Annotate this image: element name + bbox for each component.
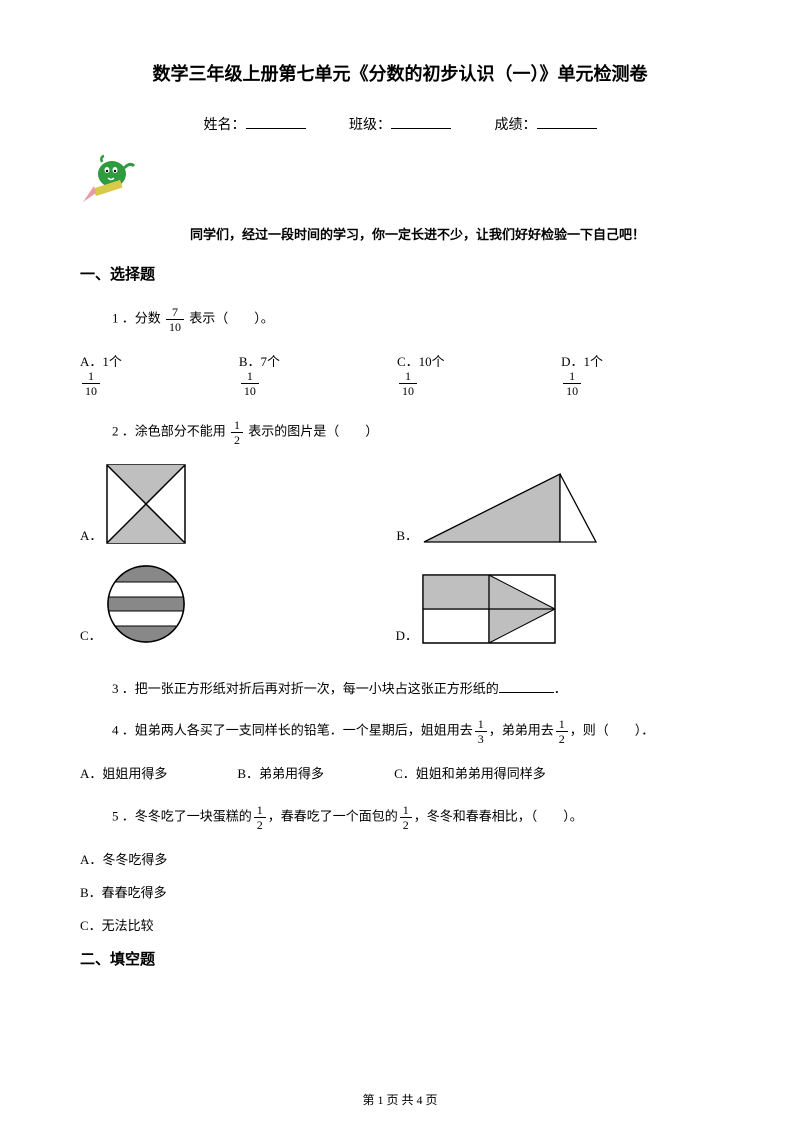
q1-option-b[interactable]: B．7个110 xyxy=(239,351,297,397)
name-label: 姓名： xyxy=(204,118,246,133)
question-1: 1 ．分数 710 表示（ ）。 xyxy=(80,306,720,333)
q2-image-options: A． B． C． xyxy=(80,464,720,664)
q2-option-d[interactable]: D． xyxy=(396,564,556,644)
shape-rect-quad-icon xyxy=(422,574,556,644)
question-3: 3 ．把一张正方形纸对折后再对折一次，每一小块占这张正方形纸的． xyxy=(80,678,720,700)
intro-text: 同学们，经过一段时间的学习，你一定长进不少，让我们好好检验一下自己吧！ xyxy=(190,224,720,243)
info-row: 姓名： 班级： 成绩： xyxy=(80,114,720,134)
q4-option-b[interactable]: B．弟弟用得多 xyxy=(237,763,324,782)
shape-circle-stripes-icon xyxy=(106,564,186,644)
q1-suffix: 表示（ ）。 xyxy=(189,310,274,325)
q1-option-d[interactable]: D．1个110 xyxy=(561,351,620,397)
q2-suffix: 表示的图片是（ ） xyxy=(248,423,378,438)
shape-square-x-icon xyxy=(106,464,186,544)
q5-options: A．冬冬吃得多 B．春春吃得多 C．无法比较 xyxy=(80,849,720,934)
question-4: 4 ．姐弟两人各买了一支同样长的铅笔．一个星期后，姐姐用去13，弟弟用去12，则… xyxy=(80,718,720,745)
page-footer: 第 1 页 共 4 页 xyxy=(0,1091,800,1108)
name-blank[interactable] xyxy=(246,128,306,129)
q5-option-c[interactable]: C．无法比较 xyxy=(80,915,720,934)
q4-option-a[interactable]: A．姐姐用得多 xyxy=(80,763,167,782)
shape-triangle-icon xyxy=(422,472,598,544)
q4-option-c[interactable]: C．姐姐和弟弟用得同样多 xyxy=(394,763,546,782)
q5-option-a[interactable]: A．冬冬吃得多 xyxy=(80,849,720,868)
q2-option-c[interactable]: C． xyxy=(80,564,186,644)
score-blank[interactable] xyxy=(537,128,597,129)
question-5: 5 ．冬冬吃了一块蛋糕的12，春春吃了一个面包的12，冬冬和春春相比，（ ）。 xyxy=(80,804,720,831)
section-mcq-heading: 一、选择题 xyxy=(80,263,720,284)
q1-option-c[interactable]: C．10个110 xyxy=(397,351,461,397)
q1-option-a[interactable]: A．1个110 xyxy=(80,351,139,397)
q2-option-a[interactable]: A． xyxy=(80,464,186,544)
q1-fraction: 710 xyxy=(166,306,184,333)
q2-prefix: 2 ．涂色部分不能用 xyxy=(112,423,226,438)
pencil-icon xyxy=(80,152,720,212)
question-2: 2 ．涂色部分不能用 12 表示的图片是（ ） xyxy=(80,419,720,446)
q1-prefix: 1 ．分数 xyxy=(112,310,161,325)
q5-option-b[interactable]: B．春春吃得多 xyxy=(80,882,720,901)
q4-options: A．姐姐用得多 B．弟弟用得多 C．姐姐和弟弟用得同样多 xyxy=(80,763,720,782)
q3-blank[interactable] xyxy=(499,692,554,693)
score-label: 成绩： xyxy=(495,118,537,133)
q2-option-b[interactable]: B． xyxy=(396,464,598,544)
q1-options: A．1个110 B．7个110 C．10个110 D．1个110 xyxy=(80,351,720,397)
page-title: 数学三年级上册第七单元《分数的初步认识（一）》单元检测卷 xyxy=(80,60,720,86)
class-label: 班级： xyxy=(349,118,391,133)
section-fill-heading: 二、填空题 xyxy=(80,948,720,969)
class-blank[interactable] xyxy=(391,128,451,129)
